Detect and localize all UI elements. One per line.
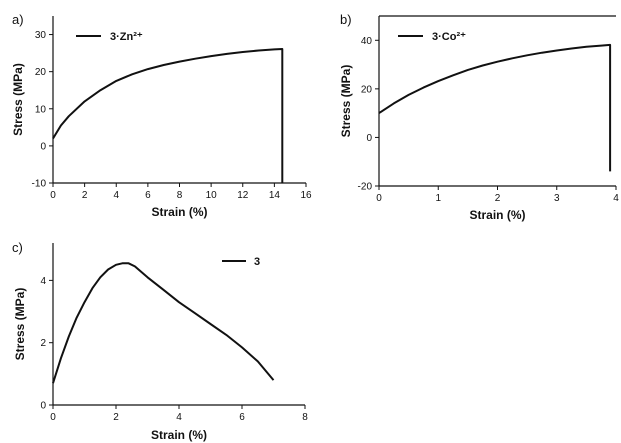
y-axis-title: Stress (MPa) bbox=[13, 288, 27, 361]
series-line bbox=[378, 43, 612, 172]
panel-label: b) bbox=[340, 12, 352, 27]
x-tick-label: 4 bbox=[613, 193, 619, 204]
x-axis-title: Strain (%) bbox=[469, 208, 525, 222]
x-axis-title: Strain (%) bbox=[151, 428, 207, 442]
legend-label: 3·Co²⁺ bbox=[432, 31, 466, 43]
legend-label: 3 bbox=[254, 256, 260, 268]
x-tick-label: 6 bbox=[239, 412, 245, 423]
x-tick-label: 0 bbox=[376, 193, 382, 204]
y-tick-label: 40 bbox=[361, 36, 373, 47]
x-tick-label: 2 bbox=[113, 412, 119, 423]
chart-panel-c: 0 2 4 6 8 0 2 4 Strain (%) Stress (MPa) c) 3 bbox=[12, 240, 308, 442]
x-tick-label: 4 bbox=[176, 412, 182, 423]
panel-label: c) bbox=[12, 240, 23, 255]
x-tick-label: 16 bbox=[300, 190, 312, 201]
x-tick-label: 1 bbox=[435, 193, 441, 204]
x-tick-label: 4 bbox=[113, 190, 119, 201]
y-tick-label: 20 bbox=[35, 67, 47, 78]
x-tick-label: 0 bbox=[50, 190, 56, 201]
y-tick-label: 0 bbox=[366, 133, 372, 144]
x-tick-label: 8 bbox=[302, 412, 308, 423]
y-tick-label: 0 bbox=[40, 141, 46, 152]
y-tick-label: 20 bbox=[361, 84, 373, 95]
x-tick-label: 2 bbox=[82, 190, 88, 201]
y-axis-title: Stress (MPa) bbox=[339, 65, 353, 138]
y-tick-label: 0 bbox=[40, 401, 46, 412]
x-tick-label: 14 bbox=[269, 190, 281, 201]
x-tick-label: 6 bbox=[145, 190, 151, 201]
series-line bbox=[52, 262, 275, 384]
panel-label: a) bbox=[12, 12, 24, 27]
x-tick-label: 10 bbox=[206, 190, 218, 201]
y-tick-label: 10 bbox=[35, 104, 47, 115]
series-line bbox=[52, 48, 284, 183]
y-tick-label: 30 bbox=[35, 30, 47, 41]
x-axis-title: Strain (%) bbox=[151, 205, 207, 219]
x-tick-label: 8 bbox=[177, 190, 183, 201]
y-tick-label: -20 bbox=[358, 182, 373, 193]
x-tick-label: 3 bbox=[554, 193, 560, 204]
y-tick-label: 2 bbox=[40, 338, 46, 349]
legend-label: 3·Zn²⁺ bbox=[110, 31, 143, 43]
y-axis-title: Stress (MPa) bbox=[11, 63, 25, 136]
y-tick-label: 4 bbox=[40, 276, 46, 287]
x-tick-label: 2 bbox=[495, 193, 501, 204]
x-tick-label: 12 bbox=[237, 190, 249, 201]
y-tick-label: -10 bbox=[32, 179, 47, 190]
x-tick-label: 0 bbox=[50, 412, 56, 423]
